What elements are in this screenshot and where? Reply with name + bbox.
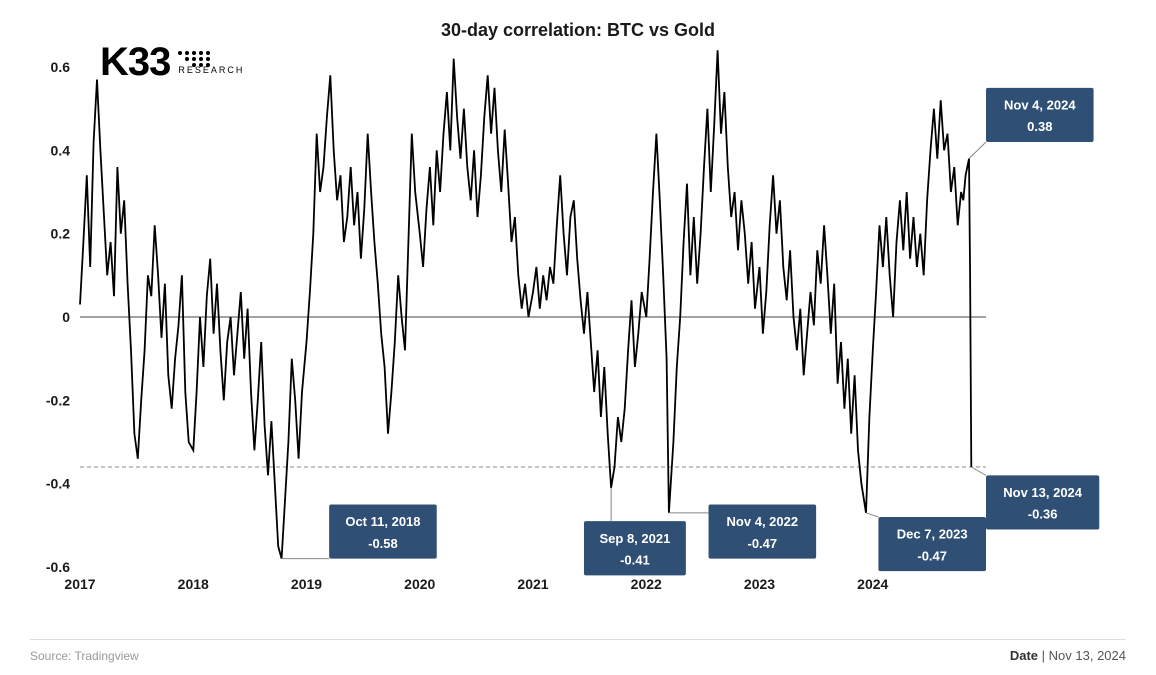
svg-text:0.4: 0.4 [51,142,71,158]
svg-text:-0.47: -0.47 [748,536,778,551]
svg-text:2018: 2018 [178,576,209,592]
svg-text:Nov 4, 2024: Nov 4, 2024 [1004,98,1076,113]
date-field-value: Nov 13, 2024 [1049,648,1126,663]
date-field-label: Date [1010,648,1038,663]
correlation-line-chart: -0.6 -0.4 -0.2 0 0.2 0.4 0.6 2017 2018 2019 2020 20… [30,47,1126,607]
svg-text:2022: 2022 [631,576,662,592]
svg-text:0: 0 [62,309,70,325]
svg-text:2020: 2020 [404,576,435,592]
source-label: Source: Tradingview [30,649,139,663]
svg-text:-0.47: -0.47 [917,548,947,563]
svg-text:-0.6: -0.6 [46,559,70,575]
svg-text:Nov 4, 2022: Nov 4, 2022 [727,514,799,529]
svg-text:2024: 2024 [857,576,888,592]
svg-text:0.38: 0.38 [1027,119,1052,134]
svg-text:Sep 8, 2021: Sep 8, 2021 [600,531,671,546]
date-field: Date | Nov 13, 2024 [1010,648,1126,663]
chart-container: 30-day correlation: BTC vs Gold K33 RESE… [0,0,1156,675]
svg-text:0.6: 0.6 [51,59,71,75]
svg-text:2019: 2019 [291,576,322,592]
svg-text:2021: 2021 [517,576,548,592]
svg-text:2023: 2023 [744,576,775,592]
svg-text:2017: 2017 [64,576,95,592]
chart-title: 30-day correlation: BTC vs Gold [30,20,1126,41]
svg-text:-0.41: -0.41 [620,553,650,568]
svg-text:-0.58: -0.58 [368,536,398,551]
svg-text:-0.36: -0.36 [1028,507,1058,522]
svg-text:Dec 7, 2023: Dec 7, 2023 [897,527,968,542]
svg-text:-0.4: -0.4 [46,476,70,492]
svg-text:Oct 11, 2018: Oct 11, 2018 [345,514,420,529]
svg-text:Nov 13, 2024: Nov 13, 2024 [1003,485,1083,500]
svg-text:-0.2: -0.2 [46,392,70,408]
svg-text:0.2: 0.2 [51,226,71,242]
footer: Source: Tradingview Date | Nov 13, 2024 [30,639,1126,663]
plot-area: -0.6 -0.4 -0.2 0 0.2 0.4 0.6 2017 2018 2019 2020 20… [30,47,1126,607]
